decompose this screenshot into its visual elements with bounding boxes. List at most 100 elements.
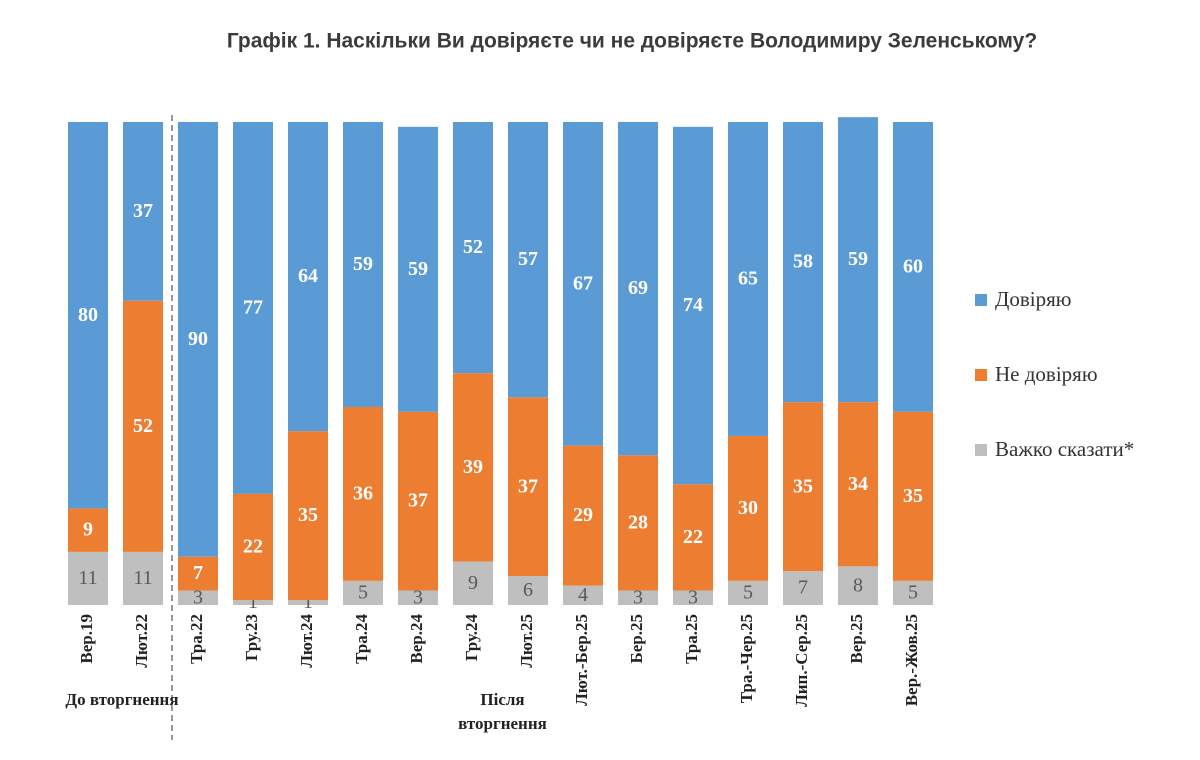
data-label: 39 [463,456,483,478]
data-label: 59 [408,258,428,280]
bar-segment [453,373,493,562]
data-label: 59 [353,253,373,275]
bar-segment [398,590,438,605]
legend-swatch [975,369,987,381]
x-tick-label: Вер.25 [847,614,866,664]
bar-segment [288,431,328,601]
data-label: 5 [908,582,918,604]
x-tick-label: Тра.-Чер.25 [737,614,756,703]
bar-segment [673,590,713,605]
x-tick-label: Тра.25 [682,614,701,664]
data-label: 3 [413,586,423,608]
bar-segment [728,435,768,581]
bar-segment [288,122,328,432]
bar-segment [398,411,438,591]
data-label: 64 [298,265,318,287]
annotation: Після вторгнення [458,690,547,733]
bar-segment [838,566,878,605]
bar-segment [508,122,548,398]
data-label: 7 [798,577,808,599]
data-label: 52 [463,236,483,258]
bar-segment [123,551,163,605]
data-label: 9 [83,519,93,541]
bar-segment [563,445,603,586]
bar-segment [123,300,163,552]
data-label: 36 [353,483,373,505]
bar-segment [783,122,823,403]
data-label: 37 [408,490,428,512]
bar-segment [68,551,108,605]
bar-segment [838,402,878,567]
bar-segment [508,397,548,577]
data-label: 37 [518,475,538,497]
bar-segment [673,484,713,591]
bar-segment [178,556,218,591]
x-tick-label: Лют.22 [132,614,151,668]
bar-segment [893,580,933,605]
annotation: До вторгнення [65,690,179,709]
bar-segment [288,600,328,605]
bar-segment [673,126,713,485]
data-label: 4 [578,584,588,606]
data-label: 52 [133,415,153,437]
data-label: 6 [523,579,533,601]
bar-segment [453,122,493,374]
data-label: 65 [738,268,758,290]
x-tick-label: Тра.24 [352,614,371,664]
bar-segment [398,126,438,412]
data-label: 11 [133,567,152,589]
data-label: 9 [468,572,478,594]
bar-segment [178,122,218,557]
bar-segment [618,122,658,456]
chart-title: Графік 1. Наскільки Ви довіряєте чи не д… [227,30,1037,53]
data-label: 35 [793,475,813,497]
legend-swatch [975,294,987,306]
data-label: 5 [358,582,368,604]
data-label: 11 [78,567,97,589]
data-label: 57 [518,248,538,270]
data-label: 37 [133,200,153,222]
legend-label: Важко сказати* [995,437,1134,461]
bar-segment [563,122,603,446]
data-label: 77 [243,297,263,319]
data-label: 22 [683,526,703,548]
x-tick-label: Тра.22 [187,614,206,664]
bar-segment [453,561,493,605]
data-label: 29 [573,504,593,526]
data-label: 35 [903,485,923,507]
bar-segment [783,402,823,572]
bar-segment [893,122,933,412]
bar-segment [893,411,933,581]
bar-segment [508,576,548,605]
data-label: 67 [573,272,593,294]
bar-segment [618,455,658,591]
bar-segment [563,585,603,605]
data-label: 22 [243,536,263,558]
data-label: 80 [78,304,98,326]
bar-segment [343,122,383,407]
data-label: 60 [903,255,923,277]
bar-segment [728,580,768,605]
bar-segment [838,117,878,403]
x-tick-label: Гру.24 [462,614,481,662]
x-tick-label: Гру.23 [242,614,261,661]
data-label: 1 [303,591,313,613]
legend-label: Не довіряю [995,362,1098,386]
x-tick-label: Вер.19 [77,614,96,664]
data-label: 5 [743,582,753,604]
x-tick-label: Вер.-Жов.25 [902,614,921,706]
data-label: 7 [193,562,203,584]
x-tick-label: Лют.25 [517,614,536,668]
bar-segment [233,600,273,605]
data-label: 35 [298,504,318,526]
legend-label: Довіряю [995,287,1071,311]
bar-segment [728,122,768,436]
bar-segment [343,580,383,605]
bar-segment [233,122,273,494]
data-label: 3 [688,586,698,608]
data-label: 69 [628,277,648,299]
data-label: 3 [633,586,643,608]
x-tick-label: Лют.24 [297,614,316,668]
